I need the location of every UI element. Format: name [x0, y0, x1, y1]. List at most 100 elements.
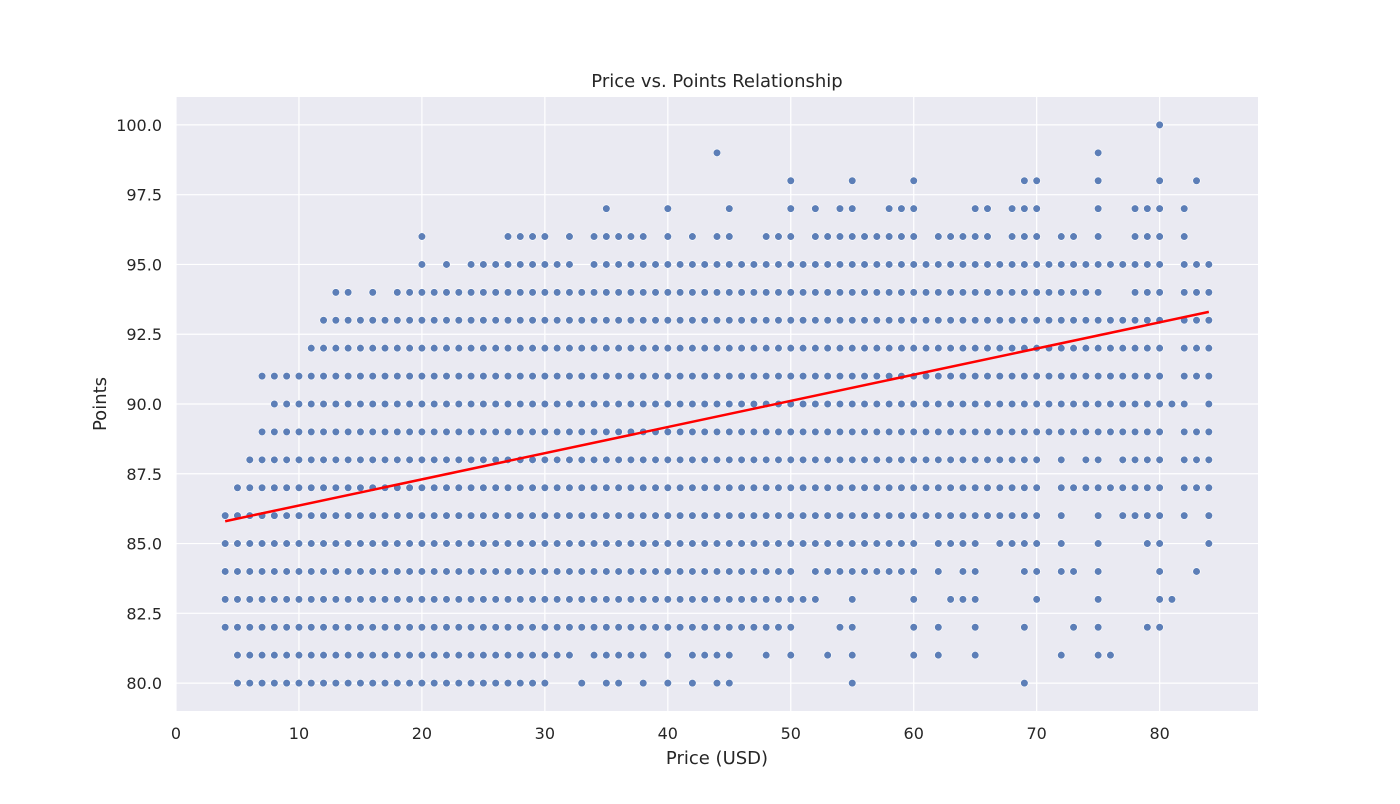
scatter-point	[1069, 399, 1078, 409]
scatter-point	[344, 678, 353, 688]
scatter-point	[577, 344, 586, 353]
scatter-point	[835, 455, 845, 464]
scatter-point	[946, 539, 955, 548]
scatter-point	[700, 623, 709, 632]
scatter-point	[1180, 260, 1189, 269]
scatter-point	[380, 371, 390, 381]
scatter-point	[577, 455, 586, 464]
scatter-point	[307, 623, 316, 632]
scatter-point	[885, 316, 894, 325]
scatter-point	[589, 427, 599, 437]
scatter-point	[553, 316, 562, 325]
scatter-point	[1032, 176, 1041, 185]
scatter-point	[503, 260, 513, 269]
scatter-point	[589, 567, 599, 576]
scatter-point	[786, 204, 795, 213]
scatter-point	[528, 623, 537, 632]
scatter-point	[479, 651, 488, 660]
scatter-point	[589, 623, 599, 632]
scatter-point	[848, 623, 857, 632]
y-axis-label: Points	[90, 377, 111, 431]
scatter-point	[553, 567, 562, 576]
scatter-point	[1007, 427, 1017, 437]
scatter-point	[356, 371, 365, 381]
scatter-point	[405, 316, 414, 325]
scatter-point	[466, 595, 476, 604]
scatter-point	[676, 344, 685, 353]
scatter-point	[1204, 399, 1213, 409]
scatter-point	[909, 595, 918, 604]
scatter-point	[897, 539, 906, 548]
scatter-point	[331, 511, 340, 520]
scatter-point	[589, 651, 599, 660]
scatter-point	[909, 511, 918, 520]
scatter-point	[786, 595, 795, 604]
scatter-point	[528, 316, 537, 325]
scatter-point	[430, 539, 439, 548]
scatter-point	[1069, 483, 1078, 492]
scatter-point	[823, 316, 832, 325]
scatter-point	[798, 427, 808, 437]
scatter-point	[577, 511, 586, 520]
scatter-point	[540, 288, 549, 297]
scatter-point	[565, 371, 574, 381]
scatter-point	[1143, 232, 1152, 241]
scatter-point	[1007, 511, 1017, 520]
scatter-point	[786, 288, 795, 297]
scatter-point	[909, 399, 918, 409]
scatter-point	[1130, 371, 1140, 381]
scatter-point	[528, 427, 537, 437]
scatter-point	[356, 623, 365, 632]
scatter-point	[233, 651, 242, 660]
scatter-point	[405, 539, 414, 548]
scatter-point	[897, 483, 906, 492]
scatter-point	[454, 427, 463, 437]
scatter-point	[958, 316, 968, 325]
scatter-point	[712, 651, 722, 660]
scatter-point	[270, 595, 279, 604]
scatter-point	[885, 344, 894, 353]
scatter-point	[331, 539, 340, 548]
scatter-point	[909, 204, 918, 213]
scatter-point	[934, 260, 943, 269]
scatter-point	[712, 678, 722, 688]
scatter-point	[823, 260, 832, 269]
scatter-point	[405, 595, 414, 604]
scatter-point	[614, 232, 623, 241]
scatter-point	[503, 371, 513, 381]
scatter-point	[848, 204, 857, 213]
scatter-point	[885, 483, 894, 492]
scatter-point	[589, 539, 599, 548]
scatter-point	[995, 316, 1004, 325]
scatter-point	[1118, 483, 1127, 492]
scatter-point	[466, 344, 476, 353]
scatter-point	[319, 623, 328, 632]
scatter-point	[257, 455, 267, 464]
scatter-point	[294, 427, 304, 437]
scatter-point	[1094, 288, 1103, 297]
scatter-point	[860, 232, 869, 241]
scatter-point	[442, 483, 451, 492]
scatter-point	[1032, 316, 1041, 325]
y-tick-label: 100.0	[116, 116, 162, 135]
scatter-point	[356, 399, 365, 409]
scatter-point	[848, 427, 857, 437]
scatter-point	[1081, 455, 1090, 464]
scatter-point	[331, 399, 340, 409]
scatter-point	[774, 623, 783, 632]
scatter-points	[221, 120, 1213, 688]
scatter-point	[577, 539, 586, 548]
scatter-point	[762, 483, 771, 492]
scatter-point	[1094, 651, 1103, 660]
scatter-point	[540, 232, 549, 241]
scatter-point	[368, 399, 377, 409]
scatter-point	[688, 455, 697, 464]
scatter-point	[331, 344, 340, 353]
scatter-point	[1118, 344, 1127, 353]
scatter-point	[1032, 371, 1041, 381]
scatter-point	[1155, 511, 1164, 520]
scatter-point	[983, 232, 992, 241]
scatter-point	[430, 371, 439, 381]
scatter-point	[626, 567, 636, 576]
scatter-point	[1167, 595, 1177, 604]
